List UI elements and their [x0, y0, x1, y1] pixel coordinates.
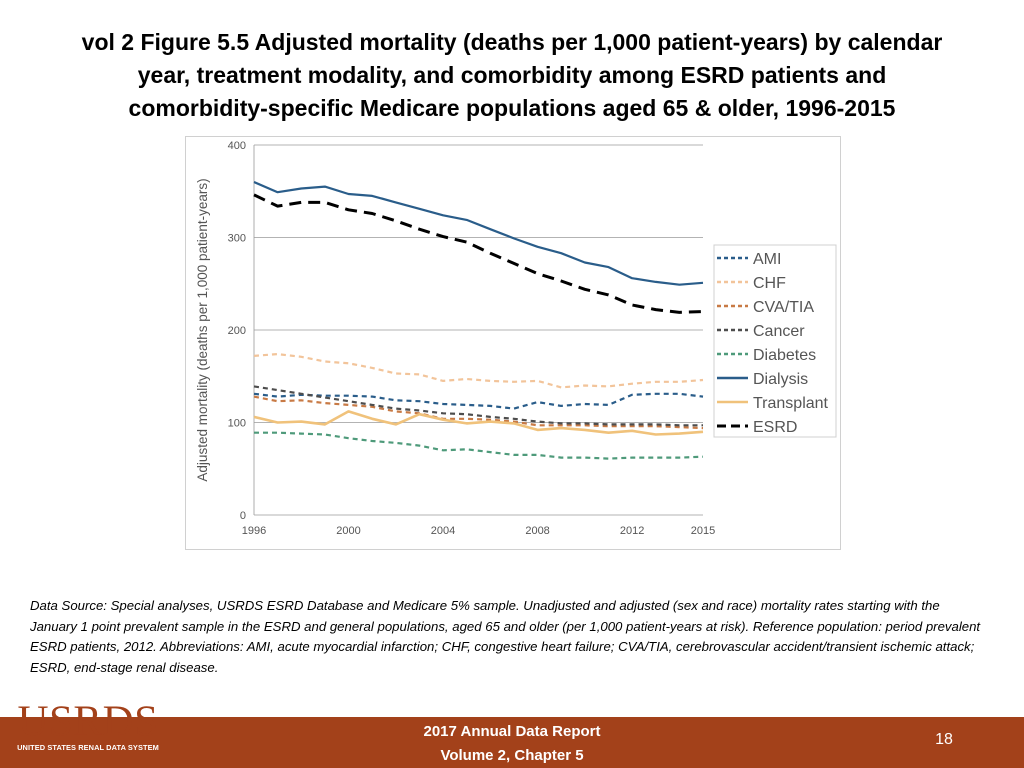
series-line-transplant	[253, 410, 704, 436]
series-line-chf	[253, 353, 704, 389]
legend-label: AMI	[753, 251, 781, 268]
x-tick-label: 2008	[525, 525, 549, 537]
title-line: vol 2 Figure 5.5 Adjusted mortality (dea…	[81, 29, 943, 55]
page-number: 18	[935, 731, 953, 748]
footer-bar	[0, 717, 1024, 768]
series-line-cancer	[253, 385, 703, 427]
legend-label: Diabetes	[753, 347, 816, 364]
logo-letters: USRDS	[17, 698, 159, 745]
legend-label: Cancer	[753, 323, 805, 340]
series-line-cva-tia	[253, 395, 704, 430]
y-tick-label: 100	[228, 418, 246, 430]
legend-label: ESRD	[753, 419, 797, 436]
y-tick-label: 200	[228, 325, 246, 337]
series-line-dialysis	[253, 180, 704, 286]
x-tick-label: 2004	[431, 525, 455, 537]
x-tick-label: 2000	[336, 525, 360, 537]
y-tick-label: 400	[228, 140, 246, 152]
line-chart: 0 100 200 300 400 1996 2000 2004 2008 2012 2015 Adj…	[195, 140, 837, 537]
y-tick-label: 300	[228, 233, 246, 245]
title-line: year, treatment modality, and comorbidit…	[137, 62, 887, 88]
y-tick-label: 0	[240, 510, 246, 522]
footer-line: Volume 2, Chapter 5	[440, 747, 584, 764]
legend-label: CHF	[753, 275, 786, 292]
usrds-logo: USRDS UNITED STATES RENAL DATA SYSTEM	[10, 698, 166, 754]
data-source-note: Data Source: Special analyses, USRDS ESR…	[30, 598, 981, 675]
title-line: comorbidity-specific Medicare population…	[128, 95, 896, 121]
series-line-diabetes	[254, 431, 704, 460]
legend-label: Dialysis	[753, 371, 808, 388]
footer-report-title: 2017 Annual Data Report Volume 2, Chapte…	[360, 720, 664, 768]
x-tick-label: 2012	[620, 525, 644, 537]
legend-box	[713, 244, 837, 438]
slide-title: vol 2 Figure 5.5 Adjusted mortality (dea…	[0, 26, 1024, 125]
legend-label: CVA/TIA	[753, 299, 814, 316]
chart-frame: 0 100 200 300 400 1996 2000 2004 2008 2012 2015 Adj…	[185, 136, 841, 550]
y-axis-title: Adjusted mortality (deaths per 1,000 pat…	[195, 178, 210, 481]
logo-subtitle: UNITED STATES RENAL DATA SYSTEM	[17, 743, 159, 752]
x-tick-label: 1996	[242, 525, 266, 537]
x-tick-label: 2015	[691, 525, 715, 537]
series-line-ami	[253, 392, 704, 410]
footer-line: 2017 Annual Data Report	[423, 723, 601, 740]
legend-label: Transplant	[753, 395, 829, 412]
logo-underline	[10, 740, 166, 753]
series-line-esrd	[253, 193, 704, 314]
